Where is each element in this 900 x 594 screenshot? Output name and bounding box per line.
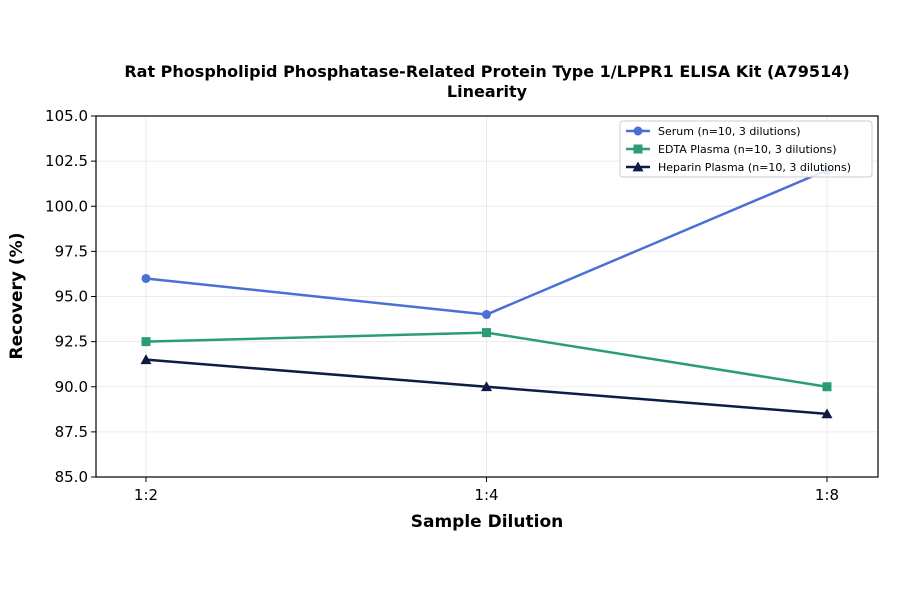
series-layer [140,165,833,419]
series-3 [140,354,833,419]
y-tick-label: 105.0 [45,107,88,125]
x-tick-label: 1:8 [815,486,839,504]
x-axis: 1:2 1:4 1:8 [134,477,839,504]
chart-subtitle: Linearity [447,82,528,101]
data-point [140,354,152,365]
y-tick-label: 100.0 [45,197,88,215]
series-2 [141,328,832,392]
y-tick-label: 87.5 [55,423,88,441]
legend-marker [633,144,643,154]
legend-entry-3: Heparin Plasma (n=10, 3 dilutions) [626,161,851,174]
legend-box [619,120,873,178]
data-point [822,382,832,392]
y-axis: 85.0 87.5 90.0 92.5 95.0 97.5 100.0 102.5 105.0 [45,107,96,486]
legend-entry-2: EDTA Plasma (n=10, 3 dilutions) [626,143,837,156]
y-axis-label: Recovery (%) [7,233,27,360]
data-point [141,337,151,347]
data-point [141,273,151,283]
chart-title: Rat Phospholipid Phosphatase-Related Pro… [124,62,849,81]
legend-label: Serum (n=10, 3 dilutions) [658,125,801,138]
x-tick-label: 1:2 [134,486,158,504]
legend: Serum (n=10, 3 dilutions) EDTA Plasma (n=… [619,120,873,178]
data-point [482,328,491,338]
data-point [481,381,492,392]
legend-label: Heparin Plasma (n=10, 3 dilutions) [658,161,851,174]
legend-marker [633,126,643,136]
y-tick-label: 102.5 [45,152,88,170]
y-tick-label: 95.0 [55,288,88,306]
legend-entry-1: Serum (n=10, 3 dilutions) [626,125,801,138]
y-tick-label: 85.0 [55,468,88,486]
data-point [482,310,491,320]
data-point [821,408,833,419]
y-tick-label: 97.5 [55,242,88,260]
x-tick-label: 1:4 [474,486,498,504]
y-tick-label: 92.5 [55,333,88,351]
legend-label: EDTA Plasma (n=10, 3 dilutions) [658,143,837,156]
y-tick-label: 90.0 [55,378,88,396]
x-axis-label: Sample Dilution [411,512,563,532]
legend-marker [632,161,644,172]
